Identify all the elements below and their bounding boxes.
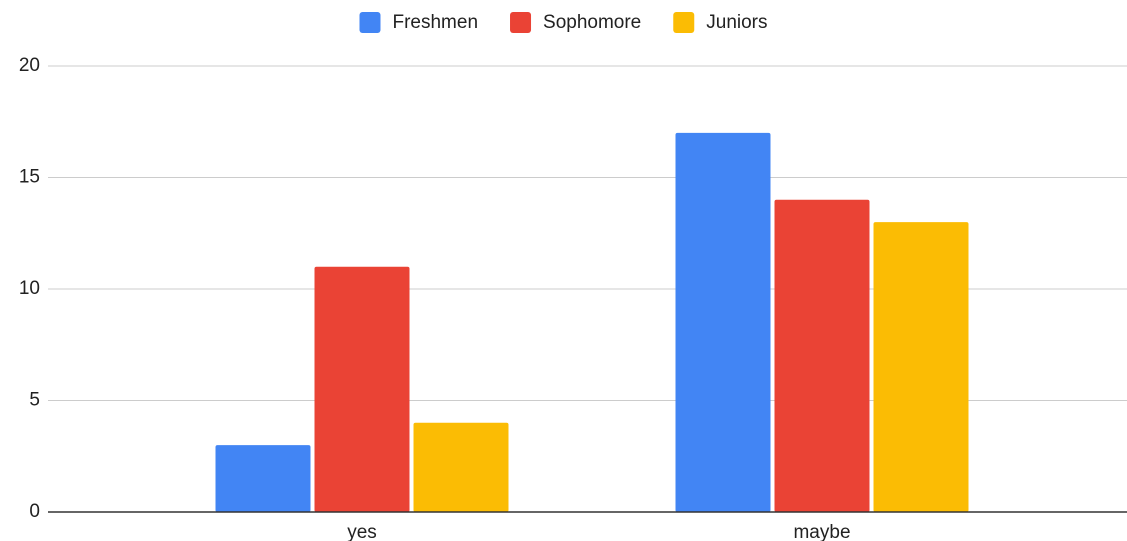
bar [314,266,410,512]
y-tick-label: 5 [29,390,40,411]
bar [215,445,311,512]
y-tick-label: 0 [29,501,40,522]
legend-swatch [673,12,695,33]
legend-swatch [359,12,381,33]
x-tick-label: maybe [793,522,850,541]
bar [675,132,771,512]
y-tick-label: 15 [19,167,40,188]
x-tick-label: yes [347,522,377,541]
bar [413,422,509,512]
y-tick-label: 20 [19,55,40,76]
bar [873,222,969,512]
y-tick-label: 10 [19,278,40,299]
legend-swatch [510,12,532,33]
legend-label: Freshmen [392,12,478,33]
legend-label: Sophomore [543,12,641,33]
bar [774,199,870,513]
legend-label: Juniors [706,12,767,33]
